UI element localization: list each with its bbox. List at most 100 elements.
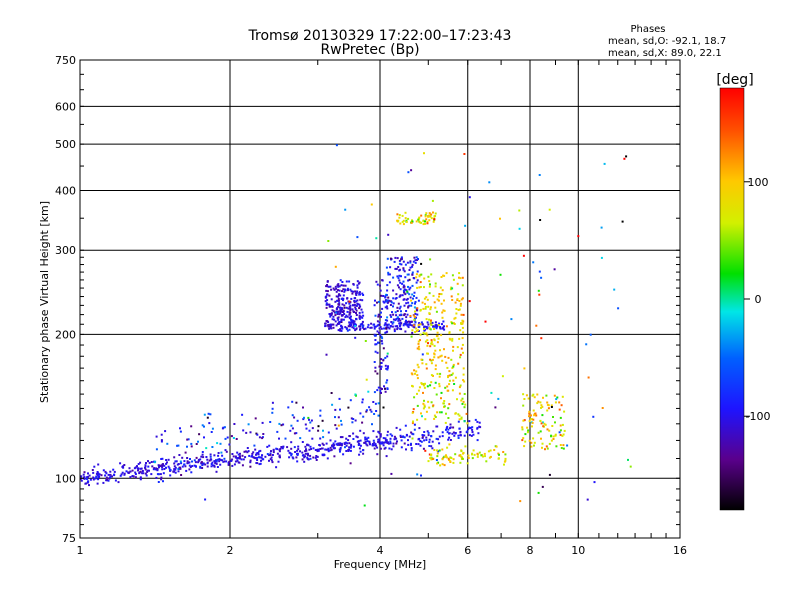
data-point	[417, 366, 420, 369]
data-point	[341, 281, 344, 283]
data-point	[94, 477, 97, 480]
data-point	[437, 356, 440, 359]
data-point	[417, 443, 420, 446]
data-point	[553, 394, 556, 397]
data-point	[338, 306, 341, 309]
data-point	[245, 431, 248, 434]
data-point	[489, 449, 492, 452]
data-point	[625, 155, 628, 158]
data-point	[476, 455, 479, 458]
data-point	[559, 444, 562, 446]
data-point	[411, 331, 414, 334]
data-point	[416, 473, 419, 476]
x-tick-label: 8	[527, 544, 534, 557]
data-point	[451, 372, 454, 375]
data-point	[386, 442, 389, 444]
data-point	[462, 331, 465, 334]
data-point	[307, 444, 310, 447]
data-point	[434, 282, 437, 285]
data-point	[342, 311, 344, 313]
data-point	[381, 442, 384, 445]
data-point	[403, 442, 406, 445]
data-point	[311, 437, 314, 440]
data-point	[398, 279, 401, 282]
data-point	[545, 445, 548, 448]
data-point	[621, 220, 624, 223]
data-point	[199, 465, 202, 468]
data-point	[401, 317, 404, 320]
data-point	[460, 417, 463, 420]
data-point	[433, 344, 436, 347]
data-point	[539, 420, 542, 422]
data-point	[355, 314, 358, 316]
data-point	[421, 362, 424, 365]
data-point	[290, 447, 293, 450]
data-point	[271, 411, 274, 414]
data-point	[391, 325, 394, 328]
data-point	[414, 331, 417, 333]
data-point	[326, 284, 328, 286]
data-point	[267, 454, 270, 457]
data-point	[443, 405, 446, 408]
data-point	[386, 301, 389, 304]
data-point	[359, 444, 362, 447]
data-point	[345, 314, 348, 317]
data-point	[397, 277, 400, 280]
data-point	[167, 458, 170, 461]
data-point	[322, 436, 325, 439]
data-point	[426, 334, 429, 337]
data-point	[250, 455, 253, 458]
data-point	[367, 436, 370, 439]
data-point	[337, 321, 340, 324]
data-point	[428, 406, 431, 409]
data-point	[442, 274, 445, 277]
data-point	[629, 465, 632, 468]
data-point	[355, 300, 358, 303]
data-point	[376, 372, 379, 375]
data-point	[456, 298, 459, 301]
data-point	[380, 362, 383, 364]
data-point	[407, 320, 410, 323]
data-point	[347, 325, 350, 328]
data-point	[411, 284, 414, 287]
data-point	[424, 382, 426, 385]
data-point	[177, 444, 180, 447]
data-point	[194, 465, 197, 468]
data-point	[290, 454, 293, 457]
data-point	[561, 423, 564, 426]
data-point	[436, 411, 439, 414]
data-point	[461, 343, 464, 346]
x-tick-label: 16	[673, 544, 687, 557]
data-point	[349, 309, 352, 311]
data-point	[428, 212, 431, 215]
data-point	[386, 299, 389, 302]
data-point	[459, 329, 462, 332]
data-point	[397, 319, 400, 322]
data-point	[422, 447, 425, 450]
data-point	[410, 335, 413, 338]
data-point	[451, 322, 454, 325]
data-point	[400, 446, 403, 449]
data-point	[223, 457, 226, 460]
data-point	[438, 449, 441, 452]
data-point	[395, 293, 398, 296]
data-point	[445, 412, 447, 415]
data-point	[237, 457, 240, 460]
data-point	[365, 378, 368, 381]
data-point	[408, 278, 411, 281]
data-point	[152, 468, 155, 471]
data-point	[410, 431, 413, 434]
data-point	[392, 276, 395, 279]
data-point	[380, 365, 383, 368]
data-point	[353, 322, 356, 325]
data-point	[259, 456, 262, 459]
data-point	[87, 475, 89, 478]
data-point	[385, 367, 388, 370]
data-point	[526, 431, 529, 434]
data-point	[366, 326, 369, 329]
data-point	[384, 439, 387, 442]
data-point	[443, 328, 446, 331]
data-point	[535, 414, 538, 417]
data-point	[312, 447, 315, 450]
data-point	[416, 404, 419, 407]
